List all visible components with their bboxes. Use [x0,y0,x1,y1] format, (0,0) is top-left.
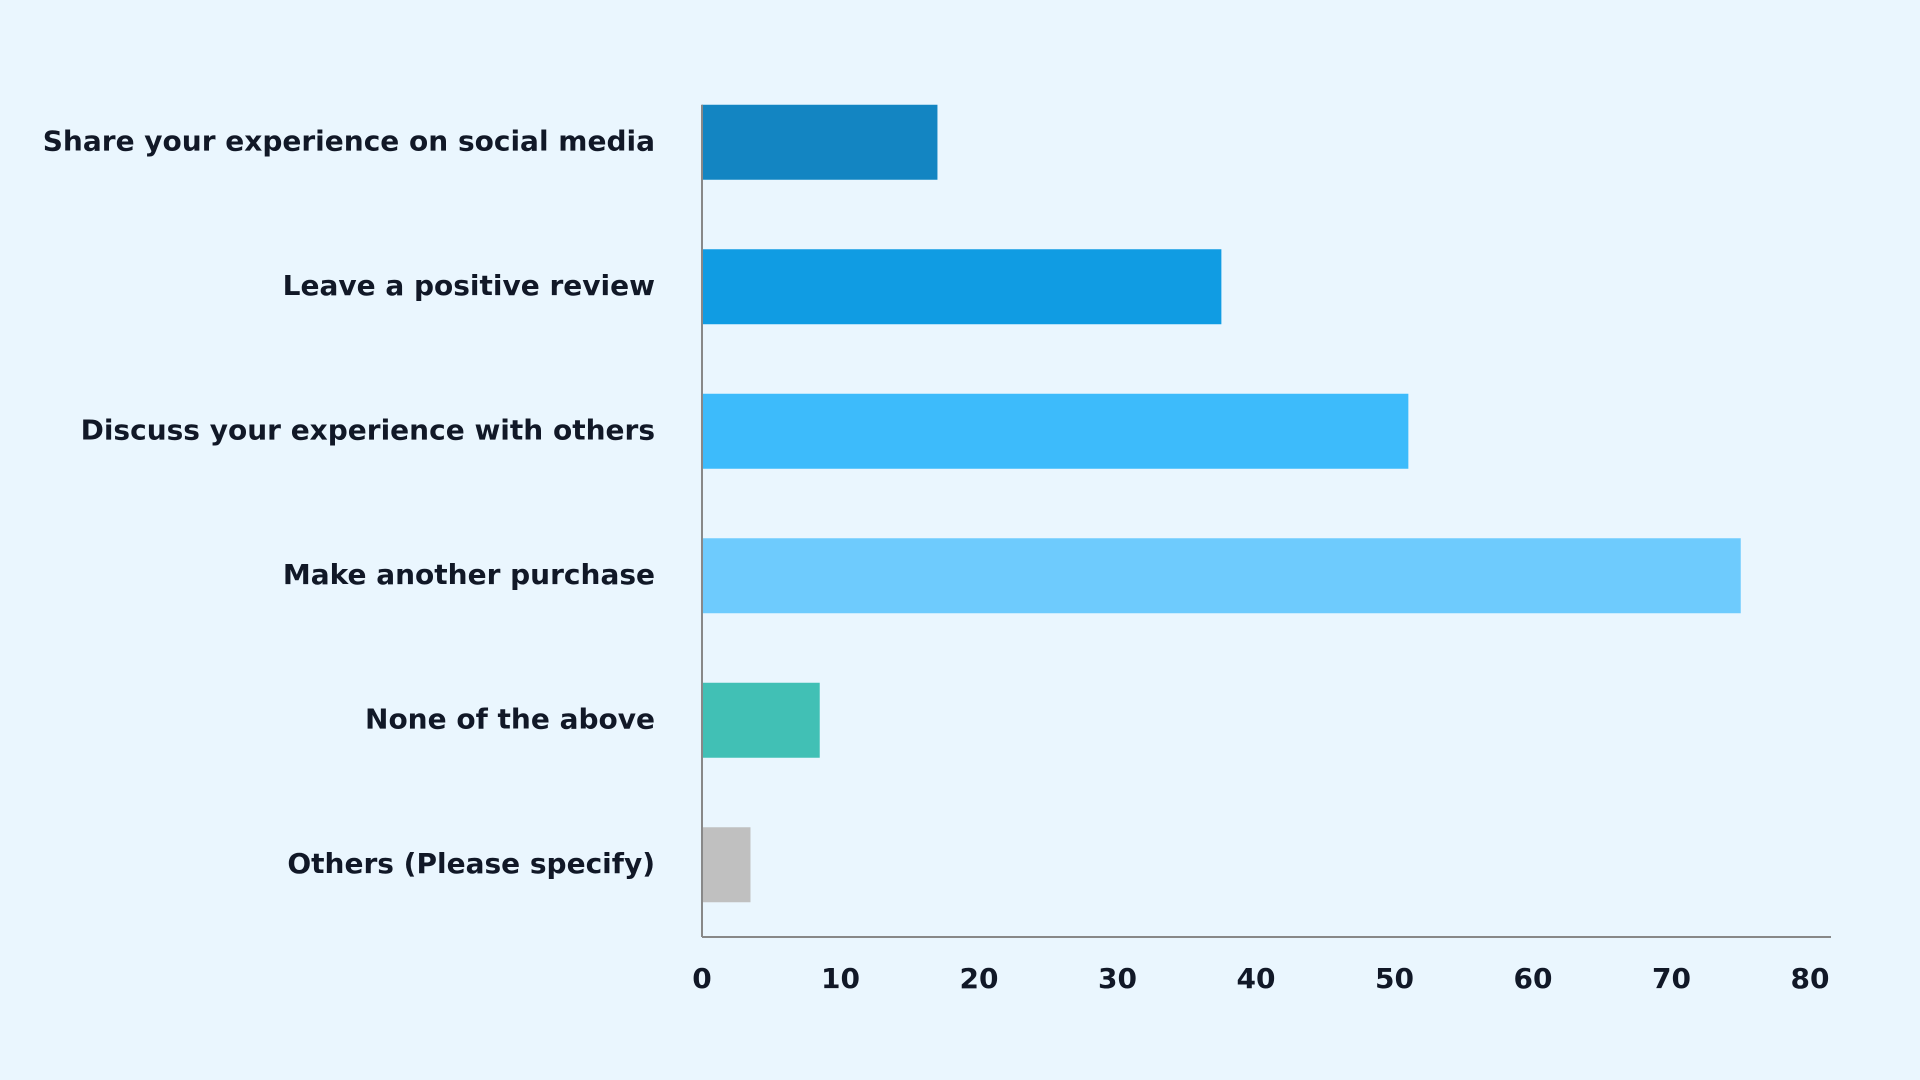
bar [702,827,751,903]
bar [702,249,1222,325]
x-tick-label: 50 [1375,962,1414,995]
y-tick-label: Discuss your experience with others [81,413,655,446]
x-tick-label: 0 [692,962,711,995]
bar [702,104,938,180]
y-tick-label: Make another purchase [283,558,655,591]
x-tick-label: 30 [1098,962,1137,995]
y-tick-label: Leave a positive review [283,269,655,302]
x-tick-label: 40 [1237,962,1276,995]
bar [702,682,820,758]
y-tick-label: Share your experience on social media [43,124,655,157]
bar [702,393,1409,469]
y-tick-label: Others (Please specify) [287,847,655,880]
x-tick-label: 80 [1791,962,1830,995]
x-tick-label: 20 [960,962,999,995]
bar [702,538,1741,614]
x-tick-label: 10 [821,962,860,995]
x-tick-label: 70 [1652,962,1691,995]
x-tick-label: 60 [1514,962,1553,995]
y-tick-label: None of the above [365,702,655,735]
